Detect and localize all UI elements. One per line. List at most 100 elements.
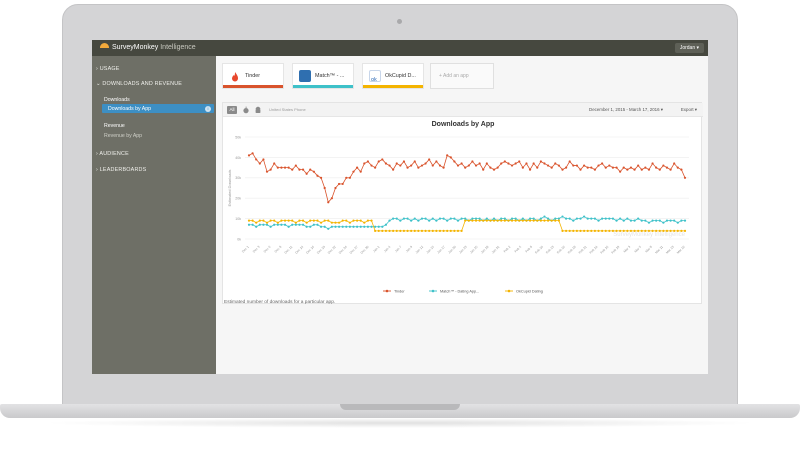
data-point xyxy=(330,221,333,224)
nav-downloads-by-app[interactable]: Downloads by App i xyxy=(102,104,214,113)
x-tick-label: Jan 28 xyxy=(480,245,490,255)
x-tick-label: Jan 25 xyxy=(469,245,479,255)
data-point xyxy=(604,166,607,169)
platform-all-button[interactable]: All xyxy=(227,106,237,114)
data-point xyxy=(356,225,359,228)
data-point xyxy=(568,160,571,163)
add-app-button[interactable]: + Add an app xyxy=(430,63,494,89)
x-tick-label: Feb 18 xyxy=(567,245,577,255)
data-point xyxy=(374,166,377,169)
data-point xyxy=(474,164,478,167)
data-point xyxy=(554,219,557,222)
app-tab-okcupid[interactable]: ok OkCupid D... xyxy=(362,63,424,89)
data-point xyxy=(392,229,395,232)
data-point xyxy=(525,219,528,222)
data-point xyxy=(478,217,481,220)
data-point xyxy=(327,219,330,222)
data-point xyxy=(615,166,618,169)
main-content: Tinder Match™ - ... ok OkCupid D... + Ad… xyxy=(216,56,708,374)
data-point xyxy=(341,182,344,186)
data-point xyxy=(651,162,654,165)
data-point xyxy=(611,217,615,220)
app-tab-tinder[interactable]: Tinder xyxy=(222,63,284,89)
data-point xyxy=(446,219,449,222)
data-point xyxy=(251,152,254,155)
nav-audience[interactable]: › AUDIENCE xyxy=(96,151,129,157)
x-tick-label: Dec 27 xyxy=(349,245,359,255)
top-bar: SurveyMonkey Intelligence Jordan ▾ xyxy=(92,40,708,56)
data-point xyxy=(449,217,452,220)
data-point xyxy=(604,229,607,232)
nav-leaderboards[interactable]: › LEADERBOARDS xyxy=(96,167,147,173)
data-point xyxy=(665,166,669,169)
x-tick-label: Jan 7 xyxy=(394,245,403,254)
nav-usage-label: USAGE xyxy=(99,66,120,72)
data-point xyxy=(413,160,416,163)
x-tick-label: Dec 6 xyxy=(263,245,272,254)
data-point xyxy=(676,221,679,224)
data-point xyxy=(482,219,485,222)
data-point xyxy=(301,223,305,226)
data-point xyxy=(294,221,297,224)
user-menu-button[interactable]: Jordan ▾ xyxy=(674,43,704,53)
app-screen: SurveyMonkey Intelligence Jordan ▾ › USA… xyxy=(92,40,708,374)
data-point xyxy=(265,170,269,173)
data-point xyxy=(442,217,445,220)
legend-label: Match™ - Dating App... xyxy=(440,289,479,293)
data-point xyxy=(673,219,676,222)
data-point xyxy=(673,162,676,165)
data-point xyxy=(640,219,643,222)
data-point xyxy=(601,229,604,232)
data-point xyxy=(655,229,658,232)
data-point xyxy=(269,225,272,228)
data-point xyxy=(287,219,290,222)
data-point xyxy=(492,168,496,171)
data-point xyxy=(287,225,290,228)
data-point xyxy=(435,229,438,232)
data-point xyxy=(619,170,622,173)
data-point xyxy=(356,219,359,222)
info-icon[interactable]: i xyxy=(205,105,211,112)
laptop-base xyxy=(0,404,800,418)
apple-icon[interactable] xyxy=(241,106,250,114)
data-point xyxy=(586,217,589,220)
data-point xyxy=(428,229,431,232)
x-tick-label: Feb 16 xyxy=(556,245,566,255)
device-filter[interactable]: United States Phone xyxy=(269,107,306,112)
data-point xyxy=(572,219,575,222)
data-point xyxy=(345,219,348,222)
nav-usage[interactable]: › USAGE xyxy=(96,66,120,72)
data-point xyxy=(514,219,517,222)
data-point xyxy=(319,221,323,224)
data-point xyxy=(518,160,521,163)
data-point xyxy=(330,197,333,200)
data-point xyxy=(521,217,524,220)
laptop-shadow xyxy=(40,418,760,428)
data-point xyxy=(363,225,366,228)
android-icon[interactable] xyxy=(253,106,262,114)
data-point xyxy=(665,229,669,232)
data-point xyxy=(557,164,560,167)
data-point xyxy=(312,170,315,173)
data-point xyxy=(406,166,409,169)
app-tab-match[interactable]: Match™ - ... xyxy=(292,63,354,89)
data-point xyxy=(590,217,593,220)
brand-logo[interactable]: SurveyMonkey Intelligence xyxy=(100,43,196,51)
data-point xyxy=(251,219,254,222)
data-point xyxy=(258,223,261,226)
data-point xyxy=(644,219,647,222)
nav-downloads-revenue[interactable]: ⌄ DOWNLOADS AND REVENUE xyxy=(96,81,183,87)
data-point xyxy=(330,225,333,228)
data-point xyxy=(467,164,470,167)
data-point xyxy=(510,219,514,222)
data-point xyxy=(420,229,424,232)
data-point xyxy=(543,162,546,165)
data-point xyxy=(583,164,586,167)
date-range-picker[interactable]: December 1, 2015 - March 17, 2016 ▾ xyxy=(589,107,663,112)
data-point xyxy=(424,229,427,232)
nav-revenue-by-app[interactable]: Revenue by App xyxy=(104,133,143,139)
app-tab-label: Match™ - ... xyxy=(315,73,345,79)
data-point xyxy=(561,215,564,218)
data-point xyxy=(456,229,460,232)
export-button[interactable]: Export ▾ xyxy=(680,107,697,112)
